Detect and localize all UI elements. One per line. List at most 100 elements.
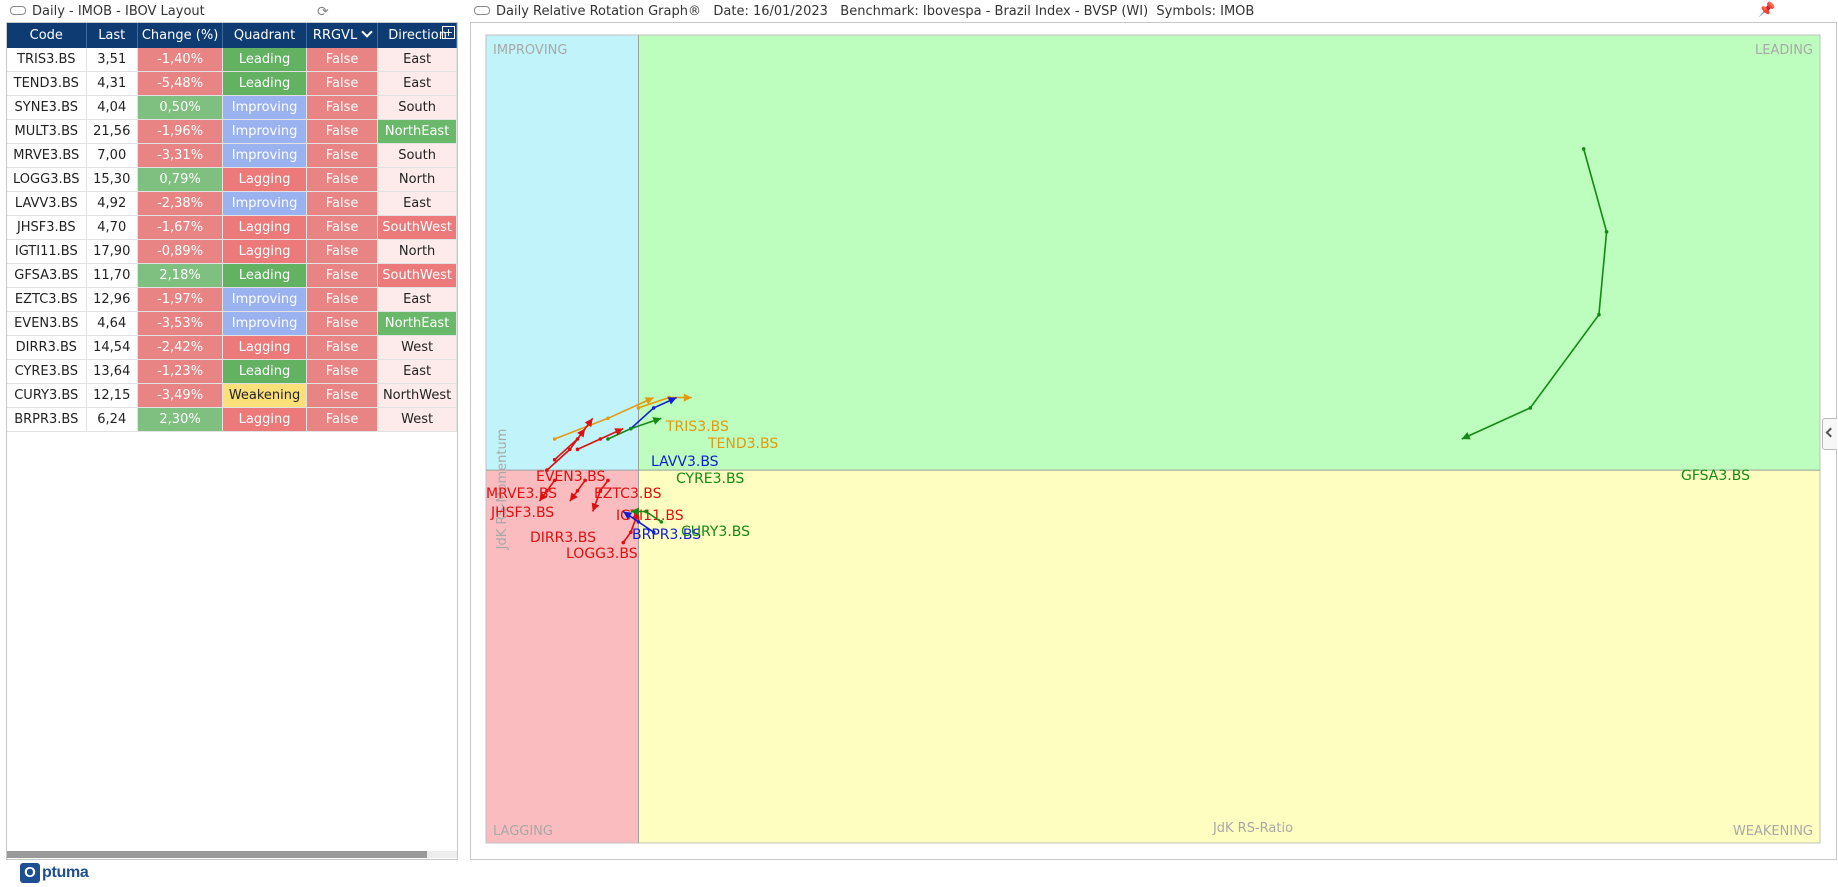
series-point — [552, 437, 557, 441]
table-row[interactable]: TEND3.BS 4,31 -5,48% Leading False East — [7, 71, 457, 96]
cell-last: 13,64 — [86, 359, 138, 384]
table-row[interactable]: EZTC3.BS 12,96 -1,97% Improving False East — [7, 287, 457, 312]
series-arrowhead — [683, 393, 692, 402]
quadrant-label-leading: LEADING — [1755, 43, 1813, 58]
cell-code: CYRE3.BS — [7, 359, 87, 384]
series-point — [644, 509, 648, 514]
table-row[interactable]: CURY3.BS 12,15 -3,49% Weakening False NorthWe… — [7, 383, 457, 408]
cell-last: 4,70 — [86, 215, 138, 240]
series-point — [1604, 230, 1609, 234]
cell-direction: South — [377, 95, 457, 120]
col-header-rrgvl-label: RRGVL — [312, 28, 358, 43]
cell-quadrant: Lagging — [222, 407, 307, 432]
cell-last: 3,51 — [86, 48, 138, 72]
cell-rrgvl: False — [306, 143, 379, 168]
cell-code: SYNE3.BS — [7, 95, 87, 120]
series-point — [552, 457, 557, 462]
cell-last: 4,31 — [86, 71, 138, 96]
cell-change: -1,67% — [137, 215, 224, 240]
lagging-quadrant — [486, 470, 639, 843]
table-row[interactable]: EVEN3.BS 4,64 -3,53% Improving False NorthEas… — [7, 311, 457, 336]
refresh-icon[interactable]: ⟳ — [317, 4, 329, 20]
table-header-row: Code Last Change (%) Quadrant RRGVL Dire… — [7, 23, 457, 48]
cell-last: 15,30 — [86, 167, 138, 192]
series-label: CURY3.BS — [681, 524, 750, 540]
table-row[interactable]: DIRR3.BS 14,54 -2,42% Lagging False West — [7, 335, 457, 360]
cell-direction: East — [377, 287, 457, 312]
series-arrowhead — [577, 428, 586, 438]
col-header-code[interactable]: Code — [7, 23, 87, 48]
layout-icon[interactable] — [10, 6, 26, 15]
series-label: GFSA3.BS — [1681, 468, 1750, 484]
cell-rrgvl: False — [306, 311, 379, 336]
series-point — [1528, 406, 1533, 410]
x-axis-label: JdK RS-Ratio — [1212, 821, 1293, 836]
cell-last: 12,15 — [86, 383, 138, 408]
cell-direction: NorthWest — [377, 383, 457, 408]
cell-direction: North — [377, 167, 457, 192]
cell-change: -2,42% — [137, 335, 224, 360]
cell-quadrant: Leading — [222, 263, 307, 288]
series-label: LAVV3.BS — [651, 454, 719, 470]
series-label: BRPR3.BS — [632, 527, 701, 543]
series-point — [583, 478, 587, 483]
layout-icon[interactable] — [474, 6, 490, 15]
table-row[interactable]: CYRE3.BS 13,64 -1,23% Leading False East — [7, 359, 457, 384]
cell-direction: NorthEast — [377, 119, 457, 144]
table-row[interactable]: GFSA3.BS 11,70 2,18% Leading False SouthWest — [7, 263, 457, 288]
add-column-icon[interactable]: + — [442, 26, 455, 39]
cell-direction: SouthWest — [377, 215, 457, 240]
cell-quadrant: Lagging — [222, 215, 307, 240]
col-header-last[interactable]: Last — [86, 23, 138, 48]
watchlist-panel: Code Last Change (%) Quadrant RRGVL Dire… — [6, 22, 458, 860]
cell-quadrant: Improving — [222, 287, 307, 312]
cell-last: 4,92 — [86, 191, 138, 216]
series-point — [545, 488, 549, 493]
series-point — [629, 426, 633, 431]
cell-quadrant: Lagging — [222, 167, 307, 192]
rrg-chart[interactable]: IMPROVING LEADING LAGGING WEAKENING JdK RS-R… — [471, 23, 1836, 859]
table-row[interactable]: TRIS3.BS 3,51 -1,40% Leading False East — [7, 48, 457, 72]
table-row[interactable]: MULT3.BS 21,56 -1,96% Improving False NorthEa… — [7, 119, 457, 144]
pin-icon[interactable]: 📌 — [1758, 2, 1776, 18]
cell-quadrant: Improving — [222, 143, 307, 168]
table-row[interactable]: SYNE3.BS 4,04 0,50% Improving False South — [7, 95, 457, 120]
cell-quadrant: Leading — [222, 359, 307, 384]
horizontal-scrollbar-thumb[interactable] — [7, 851, 427, 858]
series-arrowhead — [591, 502, 600, 512]
table-row[interactable]: IGTI11.BS 17,90 -0,89% Lagging False North — [7, 239, 457, 264]
cell-quadrant: Leading — [222, 71, 307, 96]
table-row[interactable]: LOGG3.BS 15,30 0,79% Lagging False North — [7, 167, 457, 192]
cell-last: 11,70 — [86, 263, 138, 288]
table-row[interactable]: MRVE3.BS 7,00 -3,31% Improving False South — [7, 143, 457, 168]
left-panel-title: Daily - IMOB - IBOV Layout — [10, 0, 205, 24]
cell-direction: South — [377, 143, 457, 168]
cell-direction: SouthWest — [377, 263, 457, 288]
col-header-rrgvl[interactable]: RRGVL — [306, 23, 379, 48]
table-row[interactable]: JHSF3.BS 4,70 -1,67% Lagging False SouthWest — [7, 215, 457, 240]
table-row[interactable]: BRPR3.BS 6,24 2,30% Lagging False West — [7, 407, 457, 432]
collapse-panel-tab[interactable] — [1822, 418, 1837, 450]
cell-change: -1,23% — [137, 359, 224, 384]
cell-code: LAVV3.BS — [7, 191, 87, 216]
col-header-change[interactable]: Change (%) — [137, 23, 224, 48]
chevron-down-icon[interactable] — [361, 26, 373, 38]
col-header-quadrant[interactable]: Quadrant — [222, 23, 307, 48]
cell-code: EZTC3.BS — [7, 287, 87, 312]
cell-rrgvl: False — [306, 215, 379, 240]
table-row[interactable]: LAVV3.BS 4,92 -2,38% Improving False East — [7, 191, 457, 216]
cell-change: 0,79% — [137, 167, 224, 192]
cell-rrgvl: False — [306, 71, 379, 96]
horizontal-scrollbar[interactable] — [7, 851, 457, 858]
cell-code: TEND3.BS — [7, 71, 87, 96]
cell-rrgvl: False — [306, 239, 379, 264]
cell-last: 17,90 — [86, 239, 138, 264]
cell-change: 2,30% — [137, 407, 224, 432]
cell-rrgvl: False — [306, 383, 379, 408]
series-label: TEND3.BS — [707, 436, 778, 452]
cell-code: CURY3.BS — [7, 383, 87, 408]
cell-rrgvl: False — [306, 359, 379, 384]
col-header-direction[interactable]: Direction + — [377, 23, 457, 48]
cell-change: -3,49% — [137, 383, 224, 408]
rrg-date: Date: 16/01/2023 — [713, 4, 828, 19]
